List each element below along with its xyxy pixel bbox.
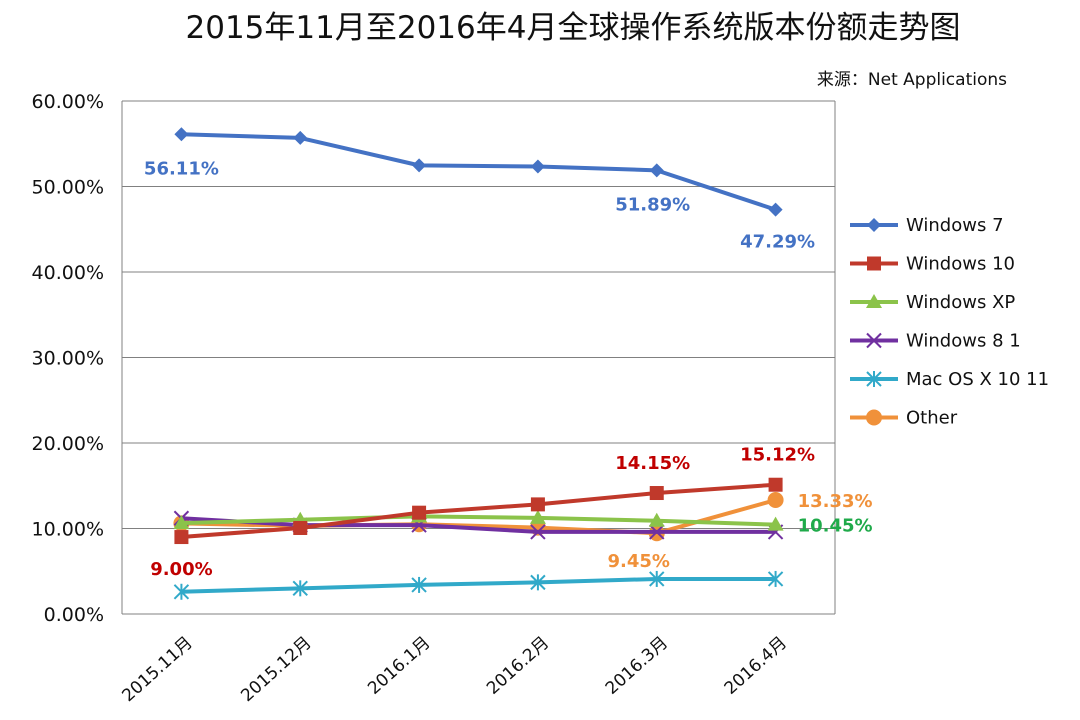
x-tick-label: 2016.1月 xyxy=(364,633,434,699)
legend-entry: Mac OS X 10 11 xyxy=(850,369,1049,390)
series-lines xyxy=(173,127,784,600)
legend-entry: Other xyxy=(850,408,958,429)
legend-label: Windows 10 xyxy=(906,254,1015,275)
marker-diamond xyxy=(530,159,545,174)
gridlines xyxy=(121,100,836,615)
legend-label: Windows 8 1 xyxy=(906,331,1021,352)
data-label: 56.11% xyxy=(144,158,219,179)
legend-entry: Windows 10 xyxy=(850,254,1015,275)
x-tick-label: 2015.11月 xyxy=(118,633,196,706)
marker-circle xyxy=(866,409,882,426)
legend-entry: Windows 7 xyxy=(850,215,1004,236)
data-label: 51.89% xyxy=(615,194,690,215)
marker-star xyxy=(767,570,784,587)
marker-star xyxy=(292,580,308,597)
data-label: 14.15% xyxy=(615,453,690,474)
marker-star xyxy=(649,570,665,587)
legend-label: Windows 7 xyxy=(906,215,1004,236)
marker-square xyxy=(530,497,545,512)
data-label: 9.45% xyxy=(608,551,670,572)
marker-circle xyxy=(767,492,784,509)
data-label: 47.29% xyxy=(740,232,815,253)
data-label: 9.00% xyxy=(150,559,212,580)
legend-label: Mac OS X 10 11 xyxy=(906,369,1049,390)
y-tick-label: 20.00% xyxy=(32,433,104,455)
series-line xyxy=(181,132,777,212)
series-windows-10 xyxy=(174,477,783,545)
y-tick-label: 60.00% xyxy=(32,91,104,113)
marker-diamond xyxy=(174,127,189,142)
data-labels: 56.11% 51.89% 47.29% 14.15% 15.12% 9.00% 13.33… xyxy=(144,158,873,580)
marker-triangle xyxy=(173,515,190,530)
y-tick-label: 10.00% xyxy=(32,519,104,541)
series-windows-7 xyxy=(174,127,783,217)
marker-square xyxy=(412,505,427,520)
legend-entry: Windows XP xyxy=(850,292,1015,313)
series-line xyxy=(181,482,776,540)
marker-diamond xyxy=(412,158,427,173)
legend: Windows 7 Windows 10 Windows XP Windows 8 1… xyxy=(850,215,1049,429)
marker-square xyxy=(649,486,664,501)
marker-diamond xyxy=(768,202,783,217)
data-label: 15.12% xyxy=(740,445,815,466)
marker-diamond xyxy=(867,218,881,232)
series-line xyxy=(181,516,776,534)
marker-diamond xyxy=(293,130,308,145)
marker-diamond xyxy=(649,163,664,178)
y-tick-label: 30.00% xyxy=(32,348,104,370)
data-label: 13.33% xyxy=(798,491,873,512)
series-line xyxy=(181,576,776,594)
y-tick-label: 40.00% xyxy=(32,262,104,284)
legend-label: Windows XP xyxy=(906,292,1015,313)
marker-x xyxy=(530,524,546,540)
legend-label: Other xyxy=(906,408,958,429)
marker-star xyxy=(866,371,882,387)
x-tick-label: 2016.3月 xyxy=(602,633,672,699)
marker-square xyxy=(768,477,783,492)
marker-x xyxy=(649,524,665,540)
y-axis-ticks: 0.00% 10.00% 20.00% 30.00% 40.00% 50.00% 60.00… xyxy=(32,91,104,626)
marker-square xyxy=(867,256,881,271)
marker-triangle xyxy=(529,509,546,524)
marker-star xyxy=(411,576,427,593)
series-mac-os-x-10-11 xyxy=(173,570,784,600)
x-axis-ticks: 2015.11月 2015.12月 2016.1月 2016.2月 2016.3月 201… xyxy=(118,633,790,706)
marker-triangle xyxy=(767,516,784,531)
x-tick-label: 2016.4月 xyxy=(721,633,791,699)
x-tick-label: 2016.2月 xyxy=(483,633,553,699)
marker-star xyxy=(530,574,546,591)
y-tick-label: 50.00% xyxy=(32,177,104,199)
marker-square xyxy=(174,530,189,545)
marker-triangle xyxy=(648,512,665,527)
chart-source: 来源：Net Applications xyxy=(817,70,1007,90)
marker-x xyxy=(866,332,882,349)
y-tick-label: 0.00% xyxy=(44,604,104,626)
marker-square xyxy=(293,520,308,535)
data-label: 10.45% xyxy=(798,516,873,537)
marker-star xyxy=(173,583,190,600)
legend-entry: Windows 8 1 xyxy=(850,331,1021,352)
x-tick-label: 2015.12月 xyxy=(237,633,315,706)
marker-triangle xyxy=(866,294,882,308)
chart-title: 2015年11月至2016年4月全球操作系统版本份额走势图 xyxy=(186,10,961,46)
series-line xyxy=(181,514,776,527)
